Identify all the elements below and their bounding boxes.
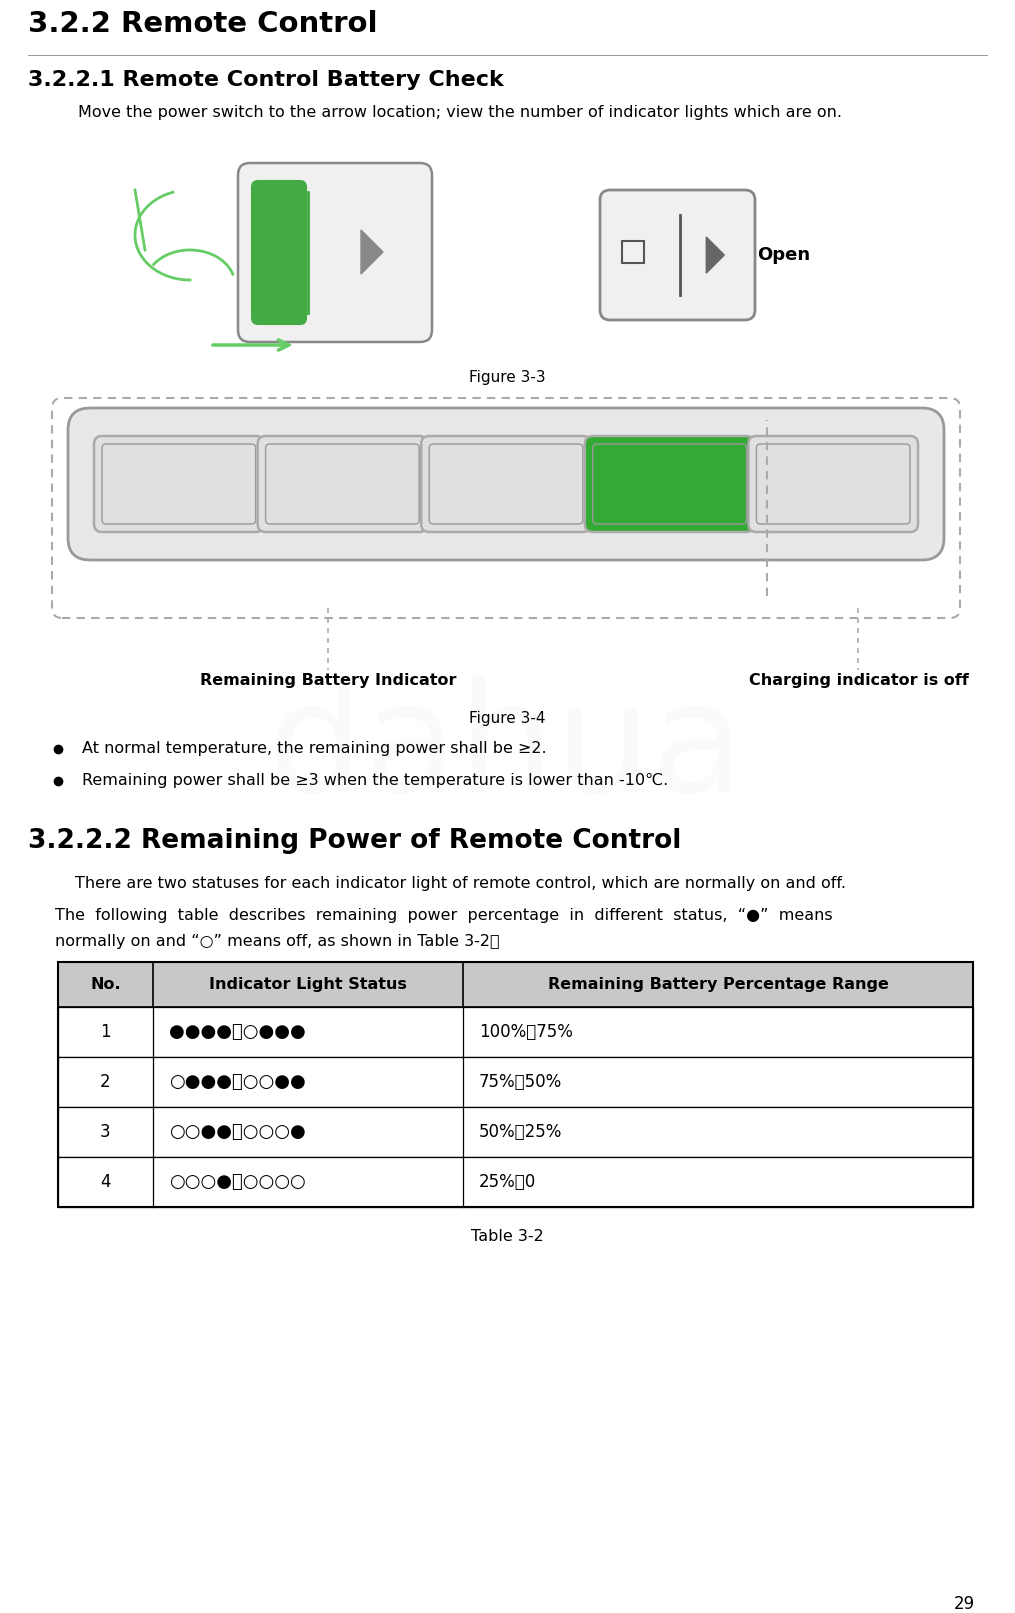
Text: 3.2.2.1 Remote Control Battery Check: 3.2.2.1 Remote Control Battery Check	[28, 69, 503, 90]
Text: Figure 3-4: Figure 3-4	[469, 711, 545, 726]
Text: There are two statuses for each indicator light of remote control, which are nor: There are two statuses for each indicato…	[75, 876, 845, 890]
Text: The  following  table  describes  remaining  power  percentage  in  different  s: The following table describes remaining …	[55, 908, 832, 923]
FancyBboxPatch shape	[748, 436, 918, 532]
FancyBboxPatch shape	[585, 436, 754, 532]
Text: No.: No.	[90, 977, 121, 992]
Text: 50%～25%: 50%～25%	[479, 1123, 562, 1140]
Text: ○○○●～○○○○: ○○○●～○○○○	[170, 1173, 306, 1190]
FancyBboxPatch shape	[421, 436, 591, 532]
Text: Table 3-2: Table 3-2	[471, 1229, 543, 1244]
Text: Charging indicator is off: Charging indicator is off	[748, 673, 968, 689]
Polygon shape	[706, 237, 725, 273]
Text: Remaining Battery Percentage Range: Remaining Battery Percentage Range	[547, 977, 888, 992]
Text: ○●●●～○○●●: ○●●●～○○●●	[170, 1073, 306, 1090]
FancyBboxPatch shape	[252, 181, 306, 324]
Bar	[58, 961, 973, 1007]
Text: 3: 3	[100, 1123, 111, 1140]
Bar	[58, 1107, 973, 1157]
Text: Move the power switch to the arrow location; view the number of indicator lights: Move the power switch to the arrow locat…	[78, 105, 842, 119]
Text: Remaining Battery Indicator: Remaining Battery Indicator	[200, 673, 457, 689]
FancyBboxPatch shape	[258, 436, 427, 532]
Text: 100%～75%: 100%～75%	[479, 1023, 572, 1040]
Bar	[58, 1057, 973, 1107]
Bar	[58, 1157, 973, 1207]
Text: normally on and “○” means off, as shown in Table 3-2。: normally on and “○” means off, as shown …	[55, 934, 499, 948]
Text: Indicator Light Status: Indicator Light Status	[209, 977, 407, 992]
Text: 29: 29	[954, 1595, 975, 1613]
Text: 75%～50%: 75%～50%	[479, 1073, 562, 1090]
Polygon shape	[361, 231, 383, 274]
Text: ●●●●～○●●●: ●●●●～○●●●	[170, 1023, 306, 1040]
FancyBboxPatch shape	[238, 163, 432, 342]
Text: 3.2.2 Remote Control: 3.2.2 Remote Control	[28, 10, 378, 39]
Text: ○○●●～○○○●: ○○●●～○○○●	[170, 1123, 306, 1140]
Text: 4: 4	[100, 1173, 111, 1190]
Text: Open: Open	[757, 247, 810, 265]
Text: 3.2.2.2 Remaining Power of Remote Control: 3.2.2.2 Remaining Power of Remote Contro…	[28, 827, 681, 853]
Text: 2: 2	[100, 1073, 111, 1090]
Bar	[622, 240, 644, 263]
FancyBboxPatch shape	[52, 398, 960, 618]
Bar	[58, 1007, 973, 1057]
FancyBboxPatch shape	[68, 408, 944, 560]
FancyBboxPatch shape	[94, 436, 264, 532]
Text: At normal temperature, the remaining power shall be ≥2.: At normal temperature, the remaining pow…	[82, 740, 547, 756]
Text: 1: 1	[100, 1023, 111, 1040]
Text: Remaining power shall be ≥3 when the temperature is lower than -10℃.: Remaining power shall be ≥3 when the tem…	[82, 773, 668, 789]
FancyBboxPatch shape	[600, 190, 755, 319]
Text: Figure 3-3: Figure 3-3	[469, 369, 545, 386]
Text: 25%～0: 25%～0	[479, 1173, 536, 1190]
Text: dahua: dahua	[268, 676, 746, 824]
Bar	[58, 961, 973, 1207]
